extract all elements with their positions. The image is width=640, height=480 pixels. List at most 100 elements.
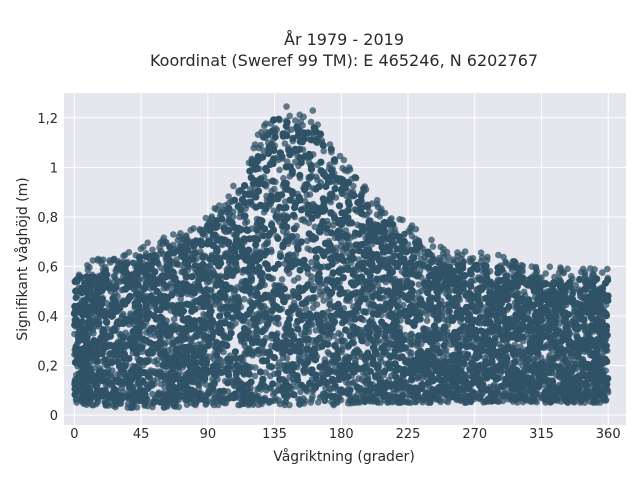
data-point	[346, 332, 354, 340]
data-point	[576, 289, 584, 296]
data-point	[541, 388, 549, 396]
data-point	[221, 252, 229, 260]
data-point	[361, 308, 369, 316]
data-point	[216, 312, 224, 320]
data-point	[415, 281, 423, 288]
data-point	[524, 315, 532, 323]
data-point	[429, 377, 437, 385]
data-point	[230, 182, 237, 190]
data-point	[257, 302, 265, 310]
data-point	[232, 369, 241, 377]
data-point	[266, 398, 274, 406]
data-point	[546, 263, 554, 271]
data-point	[309, 392, 316, 400]
data-point	[304, 245, 312, 252]
data-point	[211, 372, 220, 380]
data-point	[149, 246, 156, 254]
data-point	[173, 345, 181, 353]
data-point	[412, 225, 420, 233]
data-point	[230, 196, 239, 204]
data-point	[237, 354, 245, 362]
data-point	[194, 281, 202, 289]
data-point	[174, 383, 183, 392]
data-point	[262, 120, 270, 127]
data-point	[444, 351, 451, 359]
data-point	[556, 363, 564, 371]
data-point	[337, 331, 345, 339]
data-point	[213, 206, 220, 213]
data-point	[194, 379, 202, 387]
data-point	[127, 310, 134, 317]
data-point	[300, 367, 308, 375]
data-point	[173, 260, 181, 268]
data-point	[256, 368, 265, 376]
data-point	[399, 392, 407, 400]
data-point	[550, 355, 558, 363]
data-point	[532, 308, 541, 316]
data-point	[586, 398, 594, 405]
data-point	[401, 230, 408, 238]
data-point	[338, 337, 346, 345]
data-point	[105, 283, 113, 291]
data-point	[570, 342, 578, 351]
data-point	[508, 263, 515, 271]
data-point	[415, 305, 422, 313]
data-point	[252, 247, 259, 254]
data-point	[408, 232, 416, 240]
data-point	[89, 257, 97, 264]
data-point	[327, 145, 335, 153]
data-point	[440, 253, 448, 261]
data-point	[466, 366, 474, 374]
data-point	[271, 343, 279, 351]
data-point	[292, 117, 299, 124]
data-point	[98, 260, 105, 268]
data-point	[461, 248, 469, 255]
data-point	[344, 206, 352, 214]
data-point	[557, 398, 565, 405]
data-point	[107, 358, 116, 366]
data-point	[157, 372, 165, 380]
data-point	[183, 401, 191, 409]
data-point	[320, 297, 328, 304]
data-points	[70, 103, 612, 411]
data-point	[226, 210, 233, 218]
data-point	[399, 216, 406, 224]
data-point	[135, 311, 144, 319]
data-point	[290, 363, 298, 371]
data-point	[276, 203, 284, 211]
data-point	[264, 149, 272, 157]
data-point	[437, 243, 445, 251]
chart-title: År 1979 - 2019	[284, 30, 404, 49]
data-point	[247, 174, 255, 182]
data-point	[187, 226, 194, 234]
data-point	[309, 294, 317, 302]
data-point	[440, 342, 448, 350]
data-point	[237, 187, 245, 194]
data-point	[142, 301, 150, 309]
data-point	[281, 399, 289, 406]
data-point	[326, 161, 334, 168]
data-point	[95, 368, 103, 376]
data-point	[216, 387, 224, 396]
data-point	[316, 263, 324, 272]
data-point	[420, 325, 428, 333]
data-point	[160, 404, 168, 411]
data-point	[286, 112, 294, 120]
data-point	[286, 151, 294, 159]
data-point	[225, 204, 233, 213]
data-point	[267, 372, 274, 380]
data-point	[298, 216, 305, 224]
data-point	[423, 317, 431, 325]
data-point	[124, 400, 132, 408]
data-point	[360, 185, 367, 192]
data-point	[307, 399, 315, 406]
data-point	[102, 369, 110, 377]
data-point	[206, 353, 213, 361]
data-point	[312, 185, 320, 193]
data-point	[414, 337, 422, 345]
data-point	[463, 399, 470, 406]
data-point	[197, 373, 205, 381]
data-point	[538, 274, 545, 281]
data-point	[502, 259, 510, 267]
data-point	[581, 268, 589, 276]
